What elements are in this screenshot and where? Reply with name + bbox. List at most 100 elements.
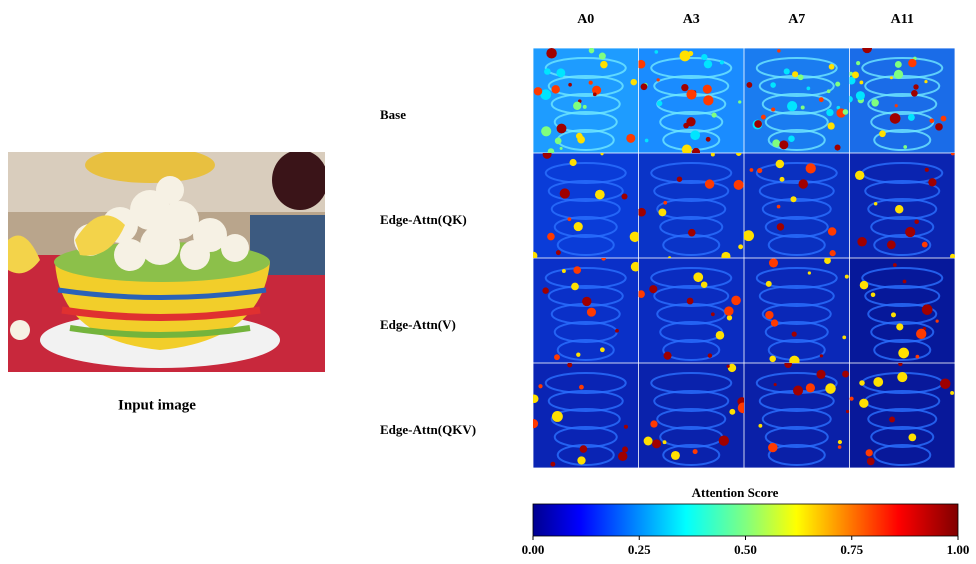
- tile-blob: [784, 68, 790, 74]
- tile-blob: [765, 311, 773, 319]
- tile-blob: [688, 229, 696, 237]
- tile-blob: [830, 250, 836, 256]
- attention-map: [533, 48, 639, 155]
- tile-blob: [720, 60, 724, 64]
- tile-blob: [693, 272, 703, 282]
- tile-blob: [798, 74, 804, 80]
- tile-blob: [893, 263, 897, 267]
- tile-blob: [758, 424, 762, 428]
- tile-blob: [857, 237, 866, 246]
- tile-blob: [534, 87, 542, 95]
- attention-map: [744, 48, 850, 153]
- tile-blob: [856, 91, 865, 100]
- tile-blob: [911, 90, 918, 97]
- tile-blob: [826, 109, 833, 116]
- tile-blob: [595, 190, 605, 200]
- tile-blob: [922, 242, 928, 248]
- tile-blob: [568, 83, 572, 87]
- tile-blob: [769, 258, 778, 267]
- tile-blob: [895, 104, 898, 107]
- tile-blob: [950, 391, 954, 395]
- tile-blob: [734, 180, 744, 190]
- tile-blob: [922, 304, 933, 315]
- input-caption: Input image: [118, 397, 196, 413]
- tile-blob: [787, 101, 797, 111]
- tile-blob: [873, 377, 883, 387]
- tile-blob: [567, 362, 572, 367]
- tile-blob: [889, 417, 895, 423]
- tile-blob: [641, 83, 648, 90]
- row-label: Edge-Attn(QK): [380, 212, 467, 227]
- tile-blob: [738, 100, 741, 103]
- tile-blob: [792, 332, 797, 337]
- tile-blob: [846, 410, 849, 413]
- tile-blob: [916, 355, 920, 359]
- input-image: [8, 147, 328, 372]
- tile-blob: [556, 250, 561, 255]
- tile-blob: [657, 101, 663, 107]
- tile-blob: [649, 285, 657, 293]
- tile-blob: [551, 85, 559, 93]
- tile-blob: [924, 80, 927, 83]
- tile-blob: [928, 178, 936, 186]
- tile-blob: [657, 78, 660, 81]
- tile-blob: [772, 139, 780, 147]
- tile-blob: [644, 437, 653, 446]
- tile-blob: [743, 230, 754, 241]
- tile-blob: [825, 383, 836, 394]
- tile-blob: [843, 109, 849, 115]
- tile-blob: [774, 383, 777, 386]
- tile-blob: [618, 452, 627, 461]
- tile-blob: [560, 188, 570, 198]
- tile-blob: [703, 95, 713, 105]
- tile-blob: [719, 435, 729, 445]
- tile-blob: [820, 354, 823, 357]
- tile-blob: [615, 329, 619, 333]
- tile-blob: [716, 331, 725, 340]
- tile-blob: [890, 76, 893, 79]
- tile-blob: [771, 107, 775, 111]
- tile-blob: [887, 240, 896, 249]
- tile-blob: [593, 92, 597, 96]
- tile-blob: [754, 120, 762, 128]
- tile-blob: [690, 130, 700, 140]
- tile-blob: [903, 145, 907, 149]
- tile-blob: [777, 49, 780, 52]
- tile-blob: [903, 280, 907, 284]
- tile-blob: [788, 135, 795, 142]
- tile-blob: [746, 82, 752, 88]
- tile-blob: [538, 384, 542, 388]
- tile-blob: [600, 61, 607, 68]
- colorbar-tick-label: 1.00: [947, 542, 970, 557]
- tile-blob: [711, 153, 715, 157]
- tile-blob: [654, 50, 658, 54]
- tile-blob: [792, 71, 798, 77]
- tile-blob: [849, 397, 853, 401]
- tile-blob: [801, 106, 805, 110]
- tile-blob: [867, 458, 875, 466]
- tile-blob: [819, 97, 824, 102]
- tile-blob: [776, 160, 784, 168]
- column-label: A11: [891, 12, 914, 27]
- tile-blob: [680, 51, 691, 62]
- tile-blob: [835, 82, 840, 87]
- tile-blob: [862, 43, 872, 53]
- tile-blob: [546, 48, 557, 59]
- tile-blob: [650, 420, 657, 427]
- tile-blob: [658, 208, 666, 216]
- colorbar-tick-label: 0.00: [522, 542, 545, 557]
- tile-blob: [859, 81, 863, 85]
- tile-blob: [552, 411, 563, 422]
- tile-blob: [557, 124, 567, 134]
- tile-blob: [671, 451, 680, 460]
- tile-blob: [555, 137, 562, 144]
- attention-map: [743, 153, 849, 258]
- tile-blob: [622, 446, 628, 452]
- tile-blob: [556, 68, 565, 77]
- tile-blob: [879, 130, 886, 137]
- row-label: Edge-Attn(QKV): [380, 422, 476, 437]
- tile-blob: [677, 176, 682, 181]
- tile-blob: [779, 140, 788, 149]
- tile-blob: [777, 223, 784, 230]
- attention-map: [744, 360, 850, 468]
